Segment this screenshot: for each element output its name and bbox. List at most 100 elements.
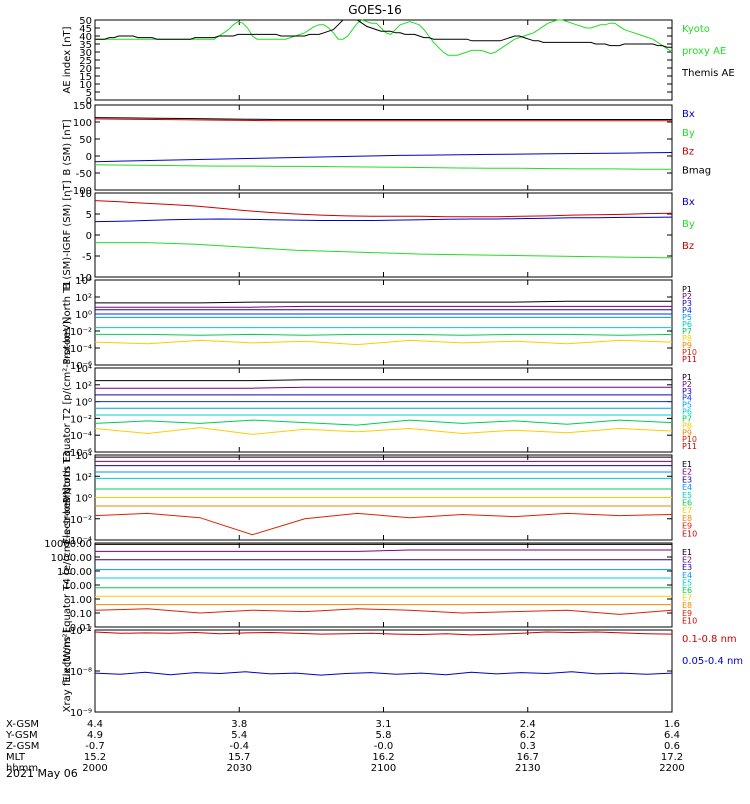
series-line-0-05-0-4-nm: [94, 671, 673, 676]
legend-label: P3: [682, 387, 692, 396]
ephemeris-value: 4.4: [87, 719, 103, 730]
legend-label: P2: [682, 380, 692, 389]
y-axis-label: Xray flux [W/m²]: [62, 630, 73, 713]
ephemeris-value: 4.9: [87, 730, 103, 741]
y-tick-label: 40: [79, 32, 92, 43]
legend-label: P1: [682, 373, 692, 382]
legend-label: P9: [682, 428, 692, 437]
ephemeris-value: 17.2: [661, 752, 683, 763]
y-tick-label: 10.00: [63, 581, 92, 592]
legend-label: E2: [682, 556, 692, 565]
legend-label: P11: [682, 355, 697, 364]
y-tick-label: -100: [69, 186, 92, 197]
ephemeris-value: 3.1: [376, 719, 392, 730]
ephemeris-value: 6.2: [520, 730, 536, 741]
y-axis-label: Electrons North T3: [62, 451, 73, 544]
series-line-0-1-0-8-nm: [94, 631, 673, 636]
y-tick-label: 0: [86, 96, 92, 107]
y-axis-label: Protons Equator T2 [p/(cm²-s-sr-keV)]: [62, 317, 73, 504]
series-line-p8: [94, 339, 673, 346]
y-tick-label: 1.00: [70, 595, 92, 606]
y-tick-label: 10⁰: [75, 310, 92, 321]
y-tick-label: 0: [86, 231, 92, 242]
y-tick-label: 50: [79, 135, 92, 146]
ephemeris-value: 2.4: [520, 719, 536, 730]
legend-label: P8: [682, 334, 692, 343]
legend-label: P10: [682, 348, 697, 357]
y-tick-label: 10: [79, 189, 92, 200]
ephemeris-row-label: Z-GSM: [6, 741, 39, 752]
y-tick-label: 10⁻⁹: [70, 708, 92, 719]
y-axis-label: AE index [nT]: [62, 26, 73, 93]
y-tick-label: 10⁴: [75, 451, 92, 462]
legend-label: P9: [682, 341, 692, 350]
y-tick-label: 150: [73, 101, 92, 112]
legend-label: E3: [682, 563, 692, 572]
legend-label: E8: [682, 601, 692, 610]
y-tick-label: 10²: [75, 381, 92, 392]
legend-label: By: [682, 128, 695, 139]
y-tick-label: 10⁰: [75, 494, 92, 505]
legend-label: E1: [682, 460, 692, 469]
series-line-p2: [95, 305, 672, 308]
legend-label: P8: [682, 421, 692, 430]
series-line-bx: [94, 152, 673, 163]
series-line-p8: [94, 427, 673, 435]
ephemeris-value: 2100: [371, 763, 396, 774]
y-tick-label: 30: [79, 48, 92, 59]
y-tick-label: 10²: [75, 293, 92, 304]
y-tick-label: 25: [79, 56, 92, 67]
legend-label: E9: [682, 609, 692, 618]
y-tick-label: 100.00: [57, 567, 92, 578]
panel-7: 0.01 0.10 1.00 10.00 100.00 1000.00 10000.00El…: [44, 487, 697, 682]
y-tick-label: 0.01: [70, 623, 92, 634]
y-tick-label: 50: [79, 16, 92, 27]
y-tick-label: 10⁻⁶: [70, 361, 92, 372]
y-tick-label: 10⁻⁷: [70, 626, 92, 637]
ephemeris-value: 5.8: [376, 730, 392, 741]
y-tick-label: 15: [79, 72, 92, 83]
legend-label: E4: [682, 483, 692, 492]
y-tick-label: 5: [86, 88, 92, 99]
y-tick-label: 10: [79, 80, 92, 91]
ephemeris-value: -0.0: [374, 741, 394, 752]
y-tick-label: 100: [73, 118, 92, 129]
series-line-bmag: [94, 117, 672, 120]
legend-label: E10: [682, 529, 697, 538]
legend-label: E10: [682, 616, 697, 625]
y-tick-label: 10²: [75, 472, 92, 483]
legend-label: E7: [682, 594, 692, 603]
ephemeris-value: 5.4: [231, 730, 247, 741]
ephemeris-row-label: X-GSM: [6, 719, 39, 730]
ephemeris-value: 2200: [659, 763, 684, 774]
series-line-bx: [94, 216, 673, 223]
date-label: 2021 May 06: [6, 767, 78, 780]
y-axis-label: Protons North T1: [62, 280, 73, 364]
ephemeris-row-label: Y-GSM: [5, 730, 38, 741]
legend-label: E6: [682, 499, 692, 508]
series-line-by: [95, 242, 673, 259]
legend-label: E5: [682, 578, 692, 587]
legend-label: P10: [682, 435, 697, 444]
y-tick-label: 10⁰: [75, 398, 92, 409]
panel-3: -10 -5 0 5 10 B (SM)-IGRF (SM) [nT] Bx By Bz: [62, 180, 695, 289]
panel-frame: [94, 279, 673, 366]
legend-label: Bx: [682, 197, 695, 208]
y-tick-label: 20: [79, 64, 92, 75]
ephemeris-value: 1.6: [664, 719, 680, 730]
series-line-p2: [95, 386, 672, 389]
y-tick-label: 0.10: [70, 609, 92, 620]
legend-label: E3: [682, 475, 692, 484]
series-line-e9: [94, 608, 673, 615]
ephemeris-value: 16.7: [517, 752, 539, 763]
ephemeris-value: 15.2: [84, 752, 106, 763]
series-line-p1: [95, 300, 672, 304]
legend-label: E1: [682, 548, 692, 557]
ephemeris-row-label: hhmm: [6, 763, 38, 774]
series-line-e9: [94, 512, 673, 536]
legend-label: P1: [682, 285, 692, 294]
